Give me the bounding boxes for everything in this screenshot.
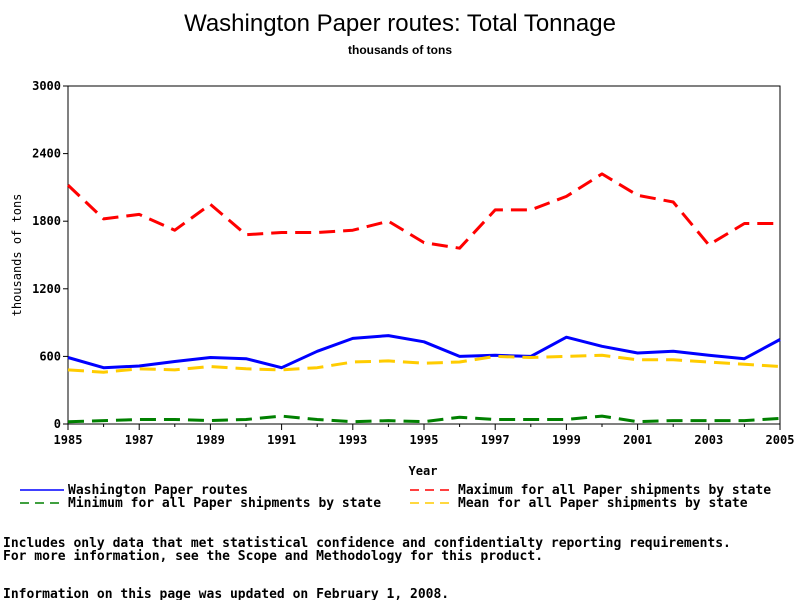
y-axis: 0 600 1200 1800 2400 3000 — [32, 79, 68, 431]
plot-frame — [67, 85, 781, 425]
y-tick-label: 3000 — [32, 79, 61, 93]
x-tick-label: 1985 — [54, 433, 83, 447]
x-tick-label: 1993 — [338, 433, 367, 447]
chart-title: Washington Paper routes: Total Tonnage — [184, 10, 616, 37]
x-axis-label: Year — [409, 464, 438, 478]
legend: Washington Paper routes Maximum for all P… — [20, 483, 771, 511]
chart-subtitle: thousands of tons — [348, 43, 452, 57]
legend-label-3: Minimum for all Paper shipments by state — [68, 496, 381, 511]
series-line-4 — [67, 353, 781, 374]
x-tick-label: 1991 — [267, 433, 296, 447]
x-tick-label: 1999 — [552, 433, 581, 447]
x-tick-label: 2001 — [623, 433, 652, 447]
x-tick-label: 1987 — [125, 433, 154, 447]
series-line-3 — [67, 414, 781, 424]
legend-label-1: Washington Paper routes — [68, 483, 248, 498]
x-tick-label: 1997 — [481, 433, 510, 447]
x-tick-label: 2003 — [694, 433, 723, 447]
plot-area — [67, 85, 781, 425]
footnote-confidence: Includes only data that met statistical … — [3, 536, 731, 551]
x-axis: 1985 1987 1989 1991 1993 1995 1997 1999 2001 2003… — [54, 424, 795, 447]
legend-label-2: Maximum for all Paper shipments by state — [458, 483, 771, 498]
footnote-methodology: For more information, see the Scope and … — [3, 549, 543, 564]
y-tick-label: 1200 — [32, 282, 61, 296]
x-tick-label: 1995 — [410, 433, 439, 447]
y-axis-label: thousands of tons — [10, 194, 24, 317]
x-tick-label: 2005 — [766, 433, 795, 447]
footnote-updated: Information on this page was updated on … — [3, 587, 449, 600]
y-tick-label: 1800 — [32, 214, 61, 228]
y-tick-label: 2400 — [32, 147, 61, 161]
legend-label-4: Mean for all Paper shipments by state — [458, 496, 748, 511]
x-tick-label: 1989 — [196, 433, 225, 447]
series-line-1 — [67, 334, 781, 370]
y-tick-label: 0 — [54, 417, 61, 431]
y-tick-label: 600 — [39, 349, 61, 363]
series-lines — [66, 172, 781, 424]
series-line-2 — [66, 172, 780, 250]
